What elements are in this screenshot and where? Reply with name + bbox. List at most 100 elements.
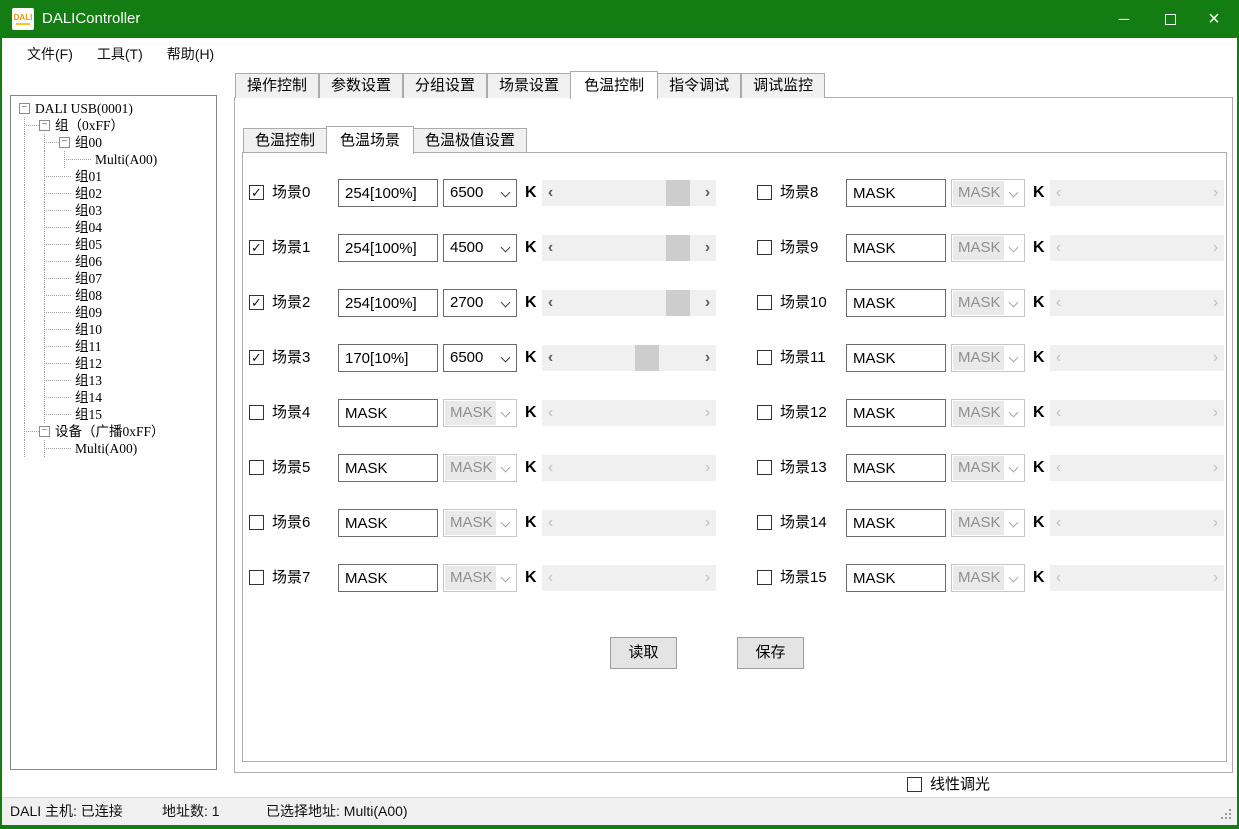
scene-checkbox[interactable]: [249, 570, 264, 585]
tree-node[interactable]: 组01: [11, 168, 216, 185]
scene-scrollbar[interactable]: ‹ ›: [542, 510, 716, 536]
scene-scrollbar[interactable]: ‹ ›: [542, 180, 716, 206]
scroll-right-icon[interactable]: ›: [704, 404, 711, 421]
save-button[interactable]: 保存: [737, 637, 804, 669]
scene-checkbox[interactable]: [249, 405, 264, 420]
scroll-right-icon[interactable]: ›: [1212, 294, 1219, 311]
tab[interactable]: 调试监控: [741, 73, 826, 98]
scroll-right-icon[interactable]: ›: [704, 294, 711, 311]
scene-level-input[interactable]: [338, 289, 438, 317]
scroll-right-icon[interactable]: ›: [704, 459, 711, 476]
scene-temp-dropdown[interactable]: MASK: [951, 344, 1025, 372]
tree-expander-icon[interactable]: −: [59, 137, 70, 148]
scene-scrollbar[interactable]: ‹ ›: [542, 290, 716, 316]
scene-temp-dropdown[interactable]: MASK: [951, 289, 1025, 317]
scene-level-input[interactable]: [846, 509, 946, 537]
scene-temp-dropdown[interactable]: MASK: [443, 509, 517, 537]
tree-node[interactable]: − 设备（广播0xFF）: [11, 423, 216, 440]
scene-level-input[interactable]: [846, 289, 946, 317]
scroll-right-icon[interactable]: ›: [1212, 459, 1219, 476]
scene-scrollbar[interactable]: ‹ ›: [1050, 510, 1224, 536]
scroll-right-icon[interactable]: ›: [1212, 184, 1219, 201]
scene-level-input[interactable]: [338, 344, 438, 372]
tab[interactable]: 指令调试: [657, 73, 742, 98]
scroll-right-icon[interactable]: ›: [1212, 569, 1219, 586]
scene-temp-dropdown[interactable]: MASK: [951, 454, 1025, 482]
scene-level-input[interactable]: [338, 564, 438, 592]
scene-checkbox[interactable]: [757, 350, 772, 365]
tree-node[interactable]: 组03: [11, 202, 216, 219]
scene-checkbox[interactable]: ✓: [249, 295, 264, 310]
scene-temp-dropdown[interactable]: 6500: [443, 179, 517, 207]
scrollbar-thumb[interactable]: [635, 345, 659, 371]
scene-checkbox[interactable]: ✓: [249, 185, 264, 200]
scene-temp-dropdown[interactable]: 6500: [443, 344, 517, 372]
scene-level-input[interactable]: [846, 234, 946, 262]
minimize-button[interactable]: ─: [1101, 0, 1147, 38]
scroll-left-icon[interactable]: ‹: [1055, 294, 1062, 311]
tree-node[interactable]: 组11: [11, 338, 216, 355]
scrollbar-thumb[interactable]: [666, 235, 690, 261]
tab[interactable]: 色温场景: [326, 126, 415, 154]
scene-checkbox[interactable]: [757, 460, 772, 475]
tree-node[interactable]: 组06: [11, 253, 216, 270]
scroll-left-icon[interactable]: ‹: [547, 294, 554, 311]
menu-item[interactable]: 帮助(H): [166, 46, 215, 62]
tree-node[interactable]: Multi(A00): [11, 151, 216, 168]
tree-node[interactable]: − 组00: [11, 134, 216, 151]
scrollbar-thumb[interactable]: [666, 180, 690, 206]
scene-level-input[interactable]: [338, 509, 438, 537]
tree-node[interactable]: − DALI USB(0001): [11, 100, 216, 117]
linear-dimming-checkbox[interactable]: [907, 777, 922, 792]
scene-level-input[interactable]: [338, 454, 438, 482]
scene-temp-dropdown[interactable]: MASK: [443, 454, 517, 482]
scene-scrollbar[interactable]: ‹ ›: [542, 565, 716, 591]
menu-item[interactable]: 工具(T): [96, 46, 143, 62]
scene-temp-dropdown[interactable]: MASK: [951, 564, 1025, 592]
scene-temp-dropdown[interactable]: MASK: [443, 399, 517, 427]
scroll-left-icon[interactable]: ‹: [1055, 404, 1062, 421]
menu-item[interactable]: 文件(F): [27, 46, 73, 62]
scroll-left-icon[interactable]: ‹: [1055, 349, 1062, 366]
scene-level-input[interactable]: [338, 234, 438, 262]
tab[interactable]: 场景设置: [487, 73, 572, 98]
scene-checkbox[interactable]: ✓: [249, 350, 264, 365]
scene-scrollbar[interactable]: ‹ ›: [1050, 565, 1224, 591]
scroll-left-icon[interactable]: ‹: [1055, 239, 1062, 256]
tab[interactable]: 色温控制: [570, 71, 659, 99]
maximize-button[interactable]: [1147, 0, 1193, 38]
scene-checkbox[interactable]: [757, 405, 772, 420]
scroll-right-icon[interactable]: ›: [1212, 404, 1219, 421]
scroll-left-icon[interactable]: ‹: [547, 404, 554, 421]
tree-node[interactable]: 组13: [11, 372, 216, 389]
scene-level-input[interactable]: [846, 344, 946, 372]
scene-scrollbar[interactable]: ‹ ›: [542, 235, 716, 261]
close-button[interactable]: ×: [1191, 0, 1237, 38]
scroll-right-icon[interactable]: ›: [1212, 239, 1219, 256]
scene-level-input[interactable]: [846, 454, 946, 482]
scene-scrollbar[interactable]: ‹ ›: [542, 345, 716, 371]
tree-node[interactable]: 组15: [11, 406, 216, 423]
scene-temp-dropdown[interactable]: MASK: [951, 399, 1025, 427]
scene-checkbox[interactable]: [757, 515, 772, 530]
tree-expander-icon[interactable]: −: [39, 120, 50, 131]
scene-checkbox[interactable]: [757, 295, 772, 310]
tree-expander-icon[interactable]: −: [39, 426, 50, 437]
scene-scrollbar[interactable]: ‹ ›: [1050, 235, 1224, 261]
scroll-right-icon[interactable]: ›: [704, 349, 711, 366]
tree-node[interactable]: 组05: [11, 236, 216, 253]
scroll-left-icon[interactable]: ‹: [1055, 514, 1062, 531]
scene-checkbox[interactable]: [757, 240, 772, 255]
scene-checkbox[interactable]: [249, 460, 264, 475]
scene-level-input[interactable]: [338, 179, 438, 207]
scroll-right-icon[interactable]: ›: [704, 184, 711, 201]
scene-checkbox[interactable]: [757, 570, 772, 585]
read-button[interactable]: 读取: [610, 637, 677, 669]
tab[interactable]: 参数设置: [319, 73, 404, 98]
scene-temp-dropdown[interactable]: MASK: [443, 564, 517, 592]
scene-temp-dropdown[interactable]: MASK: [951, 509, 1025, 537]
scene-scrollbar[interactable]: ‹ ›: [1050, 180, 1224, 206]
tree-node[interactable]: 组09: [11, 304, 216, 321]
scene-temp-dropdown[interactable]: 4500: [443, 234, 517, 262]
scroll-left-icon[interactable]: ‹: [547, 184, 554, 201]
